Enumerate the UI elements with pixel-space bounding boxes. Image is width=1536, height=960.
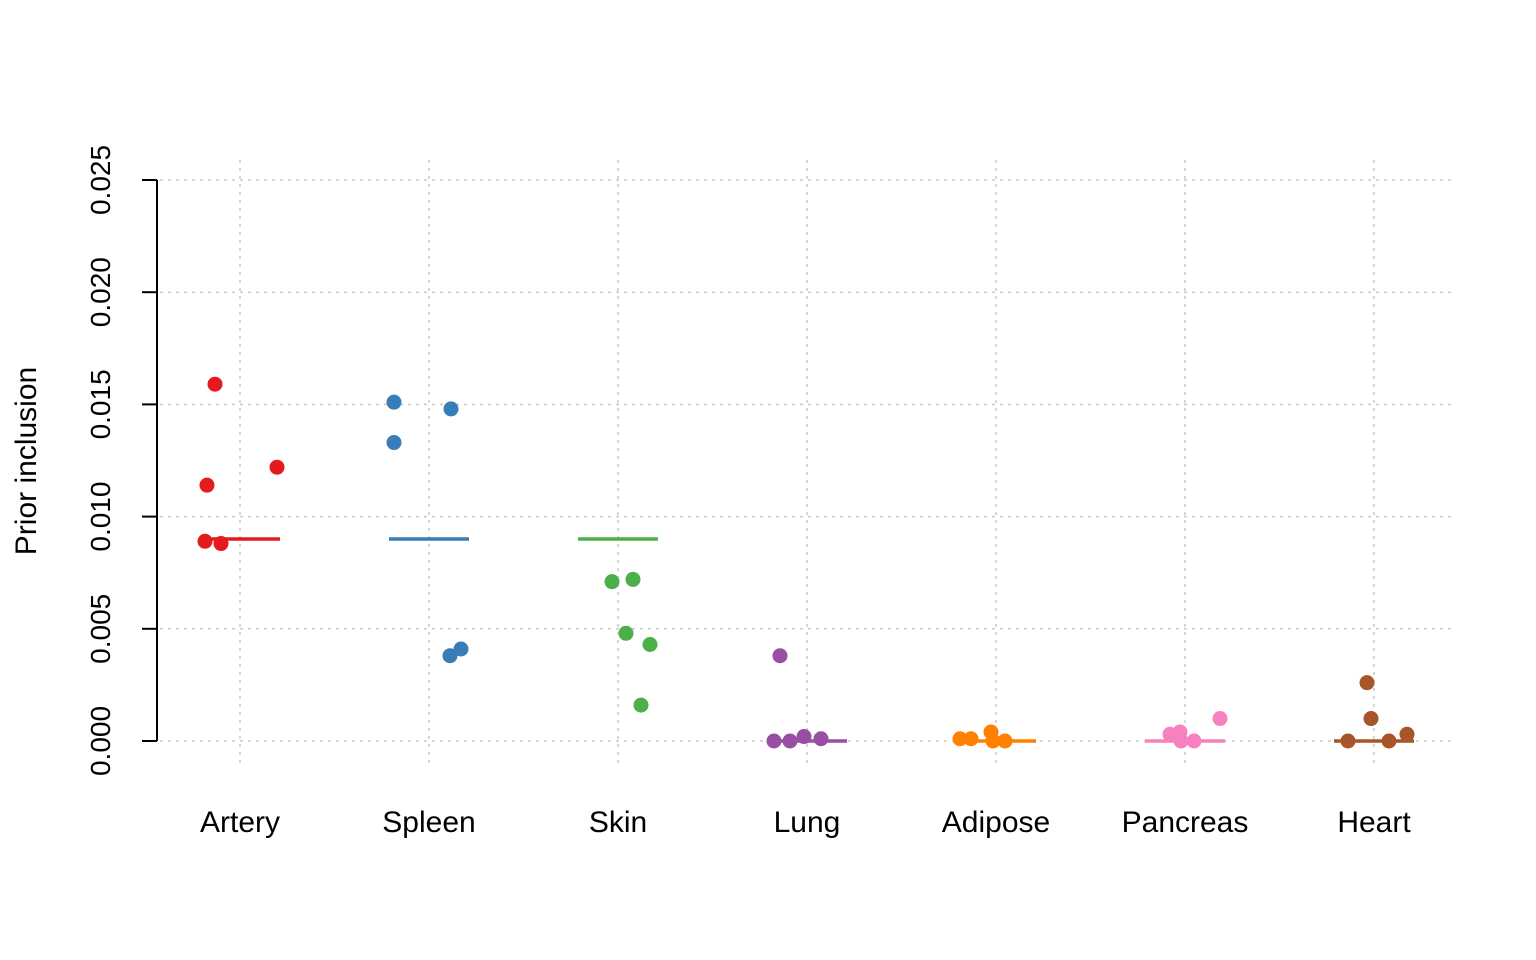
data-point-heart [1399, 726, 1415, 742]
data-point-artery [213, 536, 229, 552]
y-tick-label: 0.020 [85, 257, 116, 327]
data-point-lung [782, 733, 798, 749]
data-point-lung [796, 729, 812, 745]
category-label-heart: Heart [1337, 806, 1411, 839]
data-point-heart [1340, 733, 1356, 749]
data-point-spleen [386, 435, 402, 451]
data-point-heart [1381, 733, 1397, 749]
y-axis-title: Prior inclusion [10, 367, 43, 555]
data-point-artery [207, 376, 223, 392]
y-tick-label: 0.005 [85, 594, 116, 664]
data-point-spleen [386, 394, 402, 410]
data-point-lung [813, 731, 829, 747]
data-point-adipose [985, 733, 1001, 749]
data-point-spleen [453, 641, 469, 657]
data-point-skin [633, 697, 649, 713]
y-tick-label: 0.010 [85, 482, 116, 552]
category-label-adipose: Adipose [942, 806, 1050, 839]
data-point-pancreas [1173, 733, 1189, 749]
data-point-skin [618, 625, 634, 641]
y-tick-label: 0.025 [85, 145, 116, 215]
data-point-spleen [443, 401, 459, 417]
category-label-artery: Artery [200, 806, 280, 839]
data-point-lung [772, 648, 788, 664]
category-label-skin: Skin [589, 806, 647, 839]
data-point-spleen [442, 648, 458, 664]
y-tick-label: 0.000 [85, 706, 116, 776]
category-labels: Artery Spleen Skin Lung Adipose Pancreas Heart [200, 806, 1411, 839]
y-tick-label: 0.015 [85, 369, 116, 439]
data-point-adipose [952, 731, 968, 747]
data-point-pancreas [1186, 733, 1202, 749]
data-point-adipose [997, 733, 1013, 749]
category-label-lung: Lung [774, 806, 841, 839]
category-label-spleen: Spleen [382, 806, 475, 839]
data-point-artery [199, 477, 215, 493]
data-point-artery [269, 459, 285, 475]
data-point-heart [1359, 675, 1375, 691]
category-label-pancreas: Pancreas [1122, 806, 1249, 839]
y-axis: 0.000 0.005 0.010 0.015 0.020 0.025 [85, 145, 158, 776]
data-point-artery [197, 533, 213, 549]
grid-layer [160, 160, 1455, 766]
data-points [197, 376, 1415, 749]
data-point-heart [1363, 711, 1379, 727]
data-point-lung [766, 733, 782, 749]
data-point-adipose [963, 731, 979, 747]
data-point-skin [642, 637, 658, 653]
data-point-pancreas [1212, 711, 1228, 727]
data-point-skin [625, 571, 641, 587]
data-point-skin [604, 574, 620, 590]
